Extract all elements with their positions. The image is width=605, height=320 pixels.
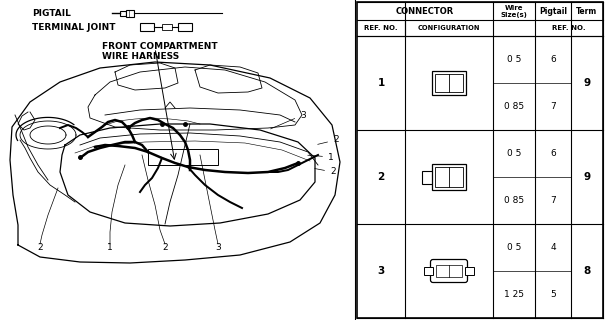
Bar — [178, 23, 192, 31]
Bar — [120, 11, 126, 15]
FancyBboxPatch shape — [431, 260, 468, 283]
Bar — [432, 71, 466, 95]
Text: 0 5: 0 5 — [507, 149, 521, 158]
Bar — [432, 164, 466, 190]
Text: 1 25: 1 25 — [504, 290, 524, 299]
Bar — [148, 149, 218, 165]
Text: 2: 2 — [318, 135, 339, 145]
Text: 9: 9 — [583, 172, 590, 182]
Text: 0 85: 0 85 — [504, 196, 524, 205]
Text: FRONT COMPARTMENT
WIRE HARNESS: FRONT COMPARTMENT WIRE HARNESS — [102, 42, 218, 61]
Text: 0 5: 0 5 — [507, 243, 521, 252]
Text: 3: 3 — [215, 244, 221, 252]
Bar — [357, 2, 603, 318]
Text: 7: 7 — [550, 196, 556, 205]
Text: 4: 4 — [550, 243, 556, 252]
Text: 6: 6 — [550, 149, 556, 158]
Text: Pigtail: Pigtail — [539, 6, 567, 15]
Bar — [435, 74, 463, 92]
Text: Term: Term — [577, 6, 598, 15]
Text: 2: 2 — [315, 167, 336, 177]
Text: PIGTAIL: PIGTAIL — [32, 9, 71, 18]
Text: 7: 7 — [550, 102, 556, 111]
Text: 2: 2 — [37, 244, 43, 252]
Text: 8: 8 — [583, 266, 590, 276]
Text: 0 85: 0 85 — [504, 102, 524, 111]
Text: 3: 3 — [378, 266, 385, 276]
Bar — [422, 171, 433, 183]
Bar — [436, 265, 462, 277]
Text: TERMINAL JOINT: TERMINAL JOINT — [32, 22, 116, 31]
Text: 2: 2 — [162, 244, 168, 252]
Text: 5: 5 — [550, 290, 556, 299]
Text: CONFIGURATION: CONFIGURATION — [417, 25, 480, 31]
Text: 3: 3 — [270, 110, 306, 129]
Text: Wire
Size(s): Wire Size(s) — [500, 4, 528, 18]
Bar — [424, 267, 433, 275]
Bar — [435, 167, 463, 187]
Bar — [465, 267, 474, 275]
Bar — [126, 10, 134, 17]
Text: 2: 2 — [378, 172, 385, 182]
Text: 1: 1 — [107, 244, 113, 252]
Bar — [162, 24, 172, 30]
Text: REF. NO.: REF. NO. — [364, 25, 398, 31]
Bar — [140, 23, 154, 31]
Text: 6: 6 — [550, 55, 556, 64]
Text: 1: 1 — [308, 153, 334, 162]
Text: CONNECTOR: CONNECTOR — [396, 6, 454, 15]
Text: REF. NO.: REF. NO. — [552, 25, 586, 31]
Text: 1: 1 — [378, 78, 385, 88]
Text: 0 5: 0 5 — [507, 55, 521, 64]
Text: 9: 9 — [583, 78, 590, 88]
